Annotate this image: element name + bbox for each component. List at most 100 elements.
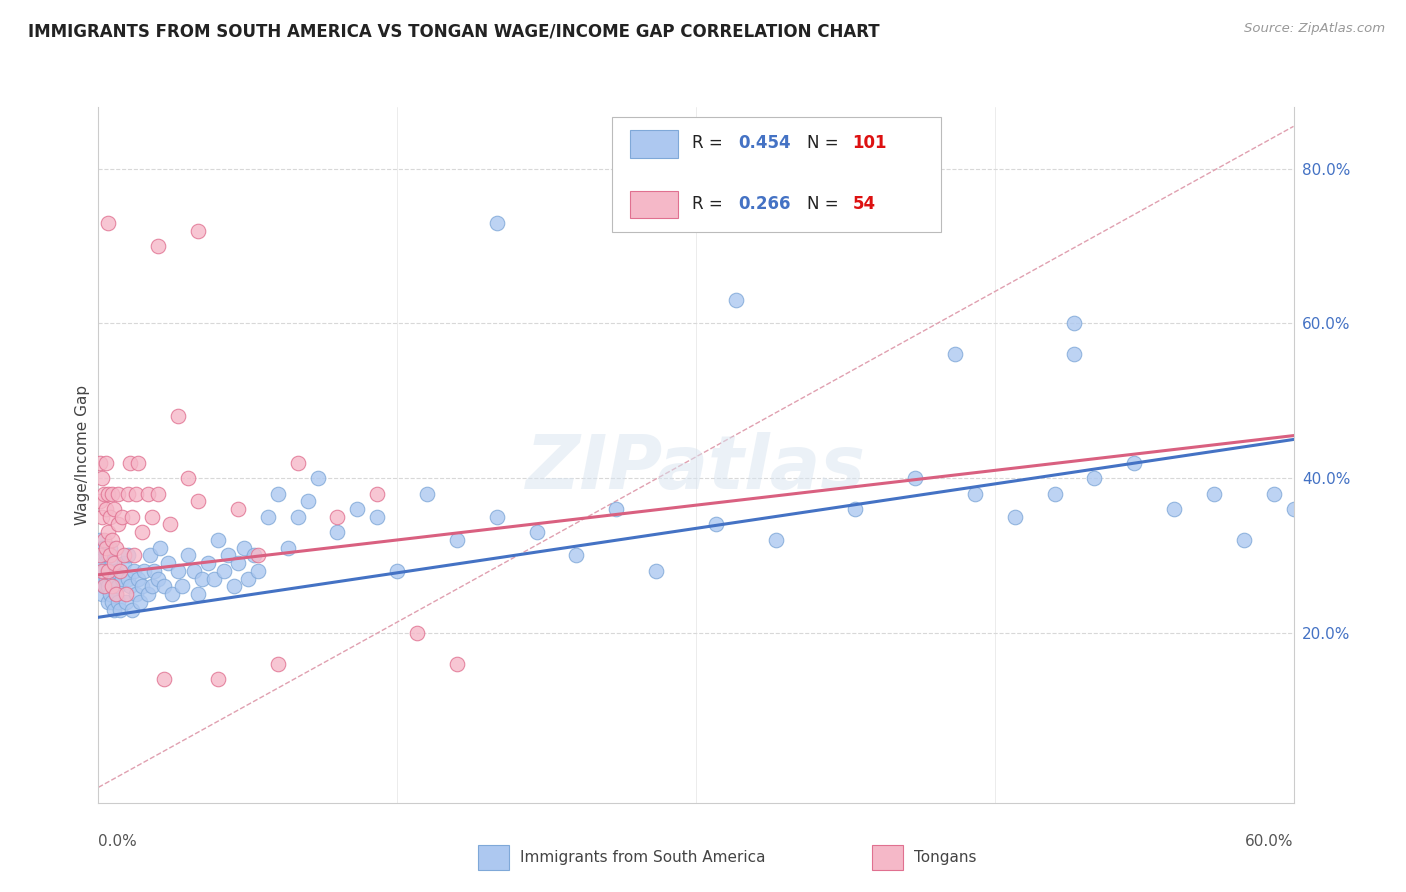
Point [117,572,139,586]
Point [765,533,787,547]
Point [115,595,138,609]
Point [153,672,176,686]
Point [103,502,125,516]
Point [111,572,134,586]
Point [91,509,114,524]
Point [107,595,129,609]
Point [91,564,114,578]
Point [89,533,111,547]
Text: 101: 101 [852,134,887,153]
Point [904,471,927,485]
Point [89,564,111,578]
Point [91,549,114,563]
Point [111,509,134,524]
Point [125,587,148,601]
Point [326,525,349,540]
Point [131,579,153,593]
Point [101,486,124,500]
Point [222,579,245,593]
Point [97,525,120,540]
Point [127,572,149,586]
Point [89,549,111,563]
Point [207,533,229,547]
Text: R =: R = [692,134,728,153]
Point [124,549,146,563]
Point [93,564,115,578]
Point [148,239,170,253]
Point [148,486,170,500]
Text: ZIPatlas: ZIPatlas [526,433,866,506]
Point [943,347,966,361]
Point [1063,347,1085,361]
Point [143,564,166,578]
Point [226,502,249,516]
Point [124,564,146,578]
Point [101,595,124,609]
Point [1233,533,1256,547]
Point [121,602,143,616]
Point [326,509,349,524]
Point [226,556,249,570]
Text: IMMIGRANTS FROM SOUTH AMERICA VS TONGAN WAGE/INCOME GAP CORRELATION CHART: IMMIGRANTS FROM SOUTH AMERICA VS TONGAN … [28,22,880,40]
Point [91,541,114,555]
Point [167,409,190,424]
Point [96,549,118,563]
Point [159,517,181,532]
Point [110,602,132,616]
Point [136,587,159,601]
Point [183,564,205,578]
Point [93,533,115,547]
Point [97,564,120,578]
Point [366,509,388,524]
Point [485,509,508,524]
Point [202,572,225,586]
Point [177,549,200,563]
Point [112,549,135,563]
Point [1263,486,1285,500]
Text: 0.0%: 0.0% [98,834,138,849]
Point [187,224,209,238]
Point [103,602,125,616]
Point [287,509,309,524]
Point [236,572,259,586]
Point [96,541,118,555]
Point [93,579,115,593]
Point [96,572,118,586]
Point [277,541,299,555]
Point [1282,502,1305,516]
Point [307,471,329,485]
Point [89,494,111,508]
Point [346,502,368,516]
Point [96,579,118,593]
Point [110,564,132,578]
Point [844,502,866,516]
Point [129,595,152,609]
Point [97,549,120,563]
Point [103,556,125,570]
Point [136,486,159,500]
Point [297,494,319,508]
Point [134,564,156,578]
Point [187,587,209,601]
Point [101,579,124,593]
Point [160,587,183,601]
Point [141,509,163,524]
Point [446,533,468,547]
Point [91,587,114,601]
Point [112,556,135,570]
Point [131,525,153,540]
Point [1063,317,1085,331]
Point [97,564,120,578]
Point [1043,486,1066,500]
Bar [630,130,678,158]
Point [107,579,129,593]
Point [385,564,409,578]
Point [105,541,128,555]
Point [963,486,986,500]
Point [139,549,162,563]
Point [100,541,122,555]
Point [93,541,115,555]
Point [89,456,111,470]
Point [149,541,172,555]
Point [120,579,142,593]
